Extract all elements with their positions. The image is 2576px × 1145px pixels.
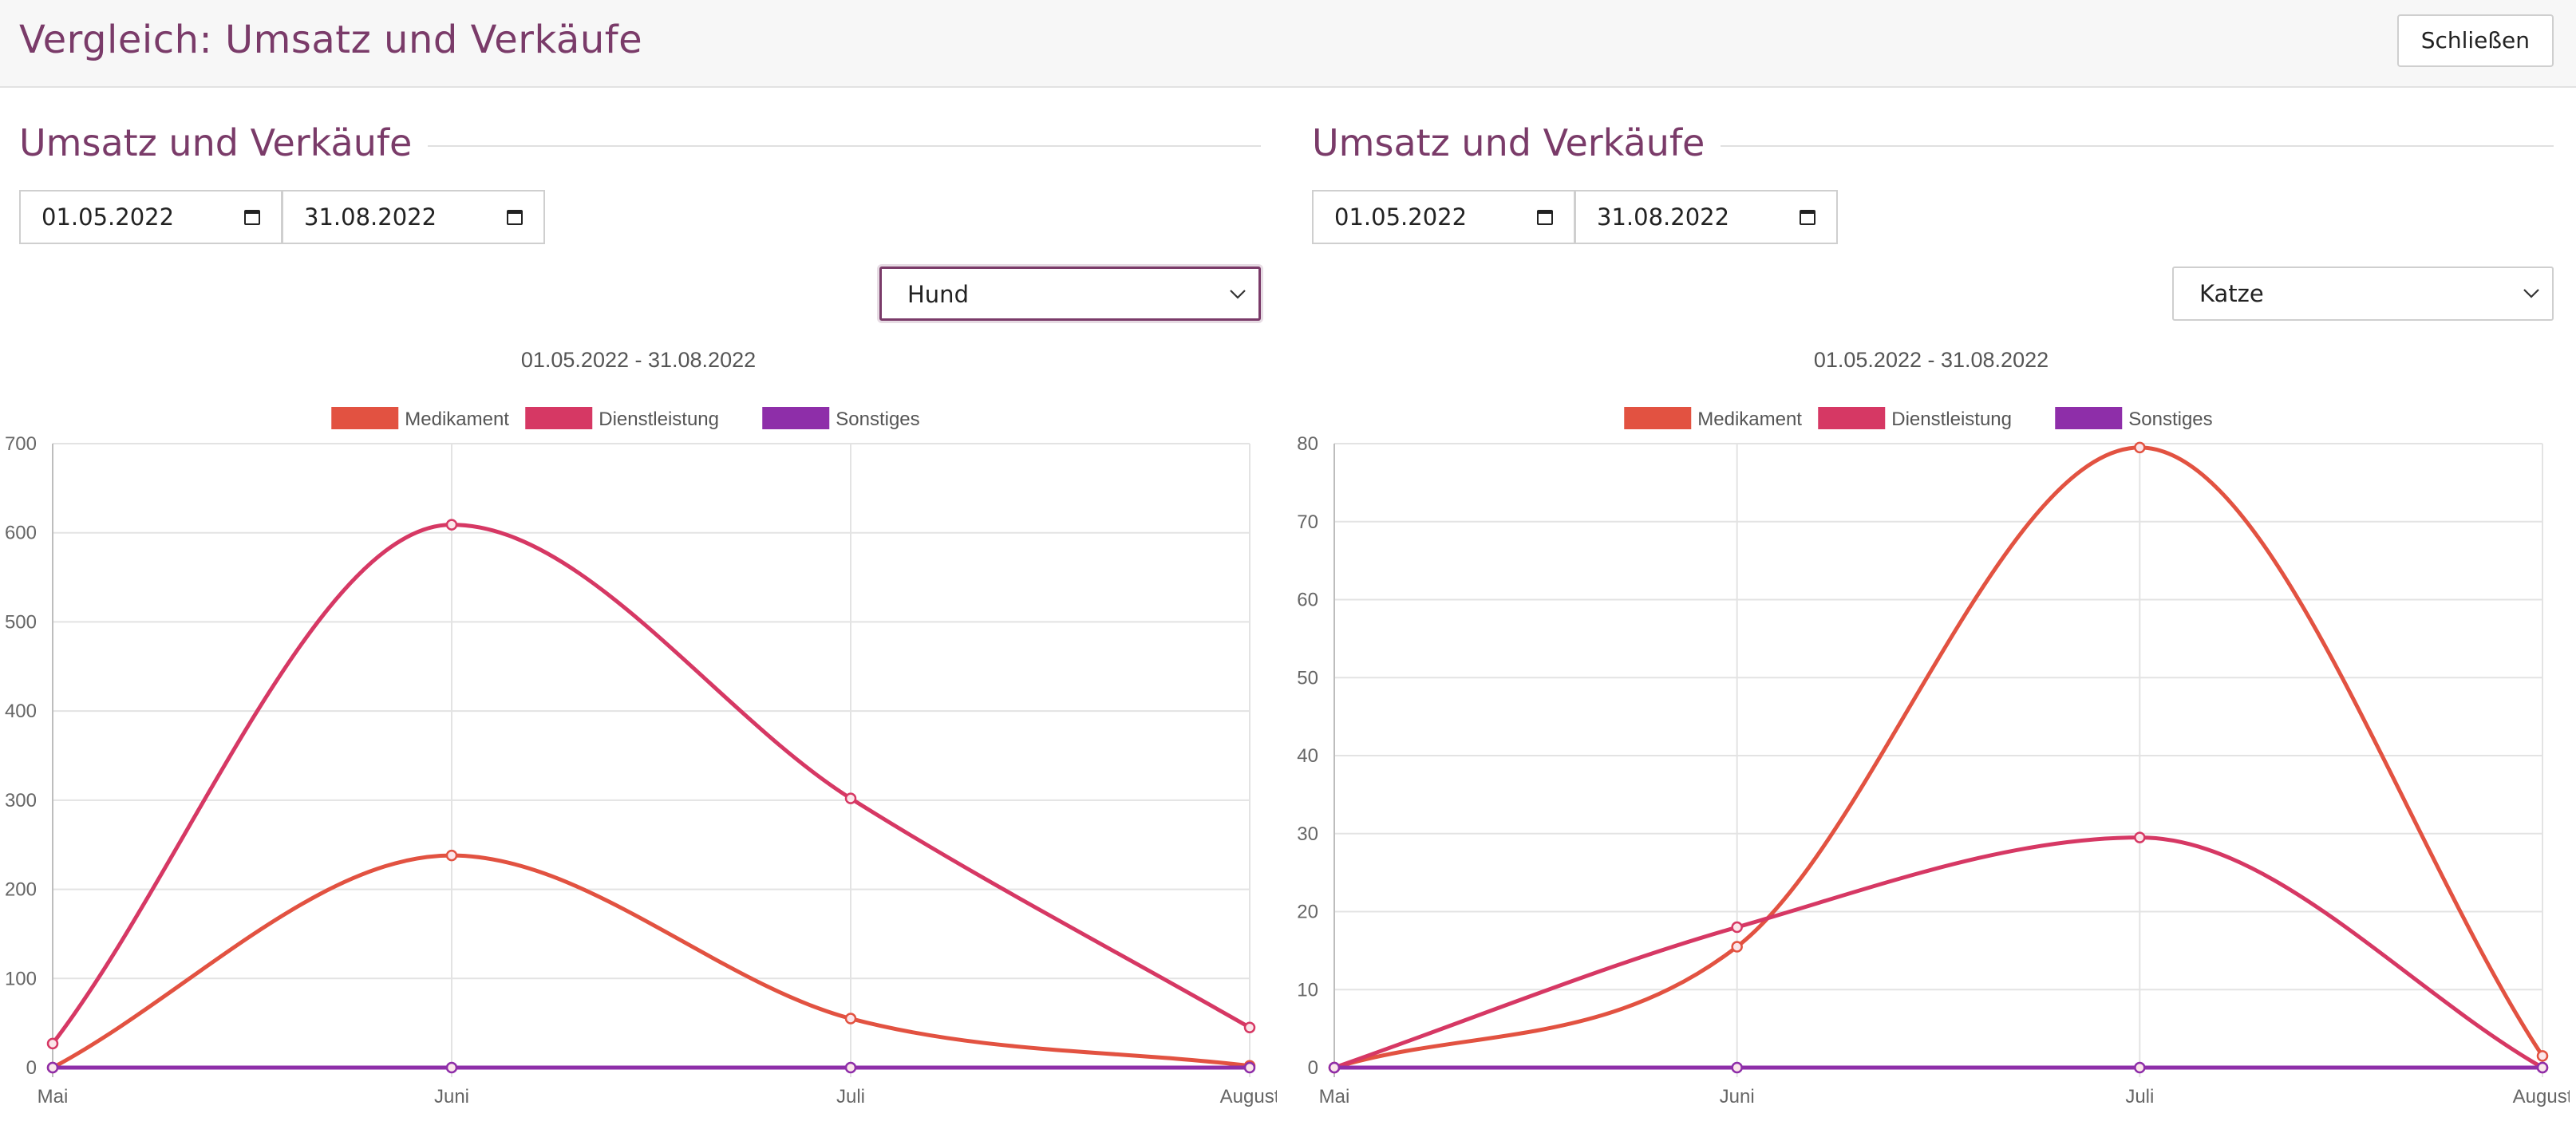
legend-label[interactable]: Medikament xyxy=(405,409,509,430)
y-tick-label: 600 xyxy=(5,523,37,544)
y-tick-label: 60 xyxy=(1297,590,1318,611)
legend-label[interactable]: Medikament xyxy=(1697,409,1802,430)
legend-label[interactable]: Dienstleistung xyxy=(1891,409,2012,430)
data-point[interactable] xyxy=(46,1037,59,1050)
data-point[interactable] xyxy=(445,1061,458,1074)
x-tick-label: Mai xyxy=(1319,1086,1350,1107)
y-tick-label: 30 xyxy=(1297,823,1318,845)
x-tick-label: Juli xyxy=(2125,1086,2154,1107)
line-chart: 01.05.2022 - 31.08.2022 Medikament Dienstl… xyxy=(1297,348,2572,1107)
legend-label[interactable]: Dienstleistung xyxy=(599,409,719,430)
data-point[interactable] xyxy=(1243,1021,1256,1033)
y-tick-label: 20 xyxy=(1297,902,1318,923)
close-button[interactable]: Schließen xyxy=(2396,14,2554,67)
comparison-panel-right: Umsatz und Verkäufe 01.05.2022 31.08.202… xyxy=(1293,86,2573,1141)
date-to-input[interactable]: 31.08.2022 xyxy=(1574,190,1838,244)
sales-chart-left: 01.05.2022 - 31.08.2022 Medikament Dienstl… xyxy=(0,86,1280,1141)
y-tick-label: 80 xyxy=(1297,433,1318,455)
data-point[interactable] xyxy=(2134,441,2146,454)
calendar-icon[interactable] xyxy=(1798,207,1817,227)
chevron-down-icon xyxy=(1230,290,1246,299)
chart-legend: Medikament Dienstleistung Sonstiges xyxy=(331,407,920,430)
species-select[interactable]: Hund xyxy=(879,267,1261,321)
date-to-input[interactable]: 31.08.2022 xyxy=(282,190,545,244)
x-tick-label: Juni xyxy=(434,1086,469,1107)
data-point[interactable] xyxy=(445,849,458,862)
y-tick-label: 500 xyxy=(5,611,37,633)
legend-swatch[interactable] xyxy=(331,407,399,429)
legend-swatch[interactable] xyxy=(1624,407,1692,429)
data-point[interactable] xyxy=(2536,1061,2549,1074)
y-tick-label: 50 xyxy=(1297,667,1318,689)
data-point[interactable] xyxy=(2536,1050,2549,1062)
species-select-value: Katze xyxy=(2199,280,2264,307)
data-point[interactable] xyxy=(1731,921,1743,934)
x-tick-label: August xyxy=(1220,1086,1277,1107)
y-tick-label: 0 xyxy=(1308,1057,1318,1079)
series-line-dienstleistung xyxy=(51,523,1251,1045)
legend-swatch[interactable] xyxy=(762,407,830,429)
date-from-input[interactable]: 01.05.2022 xyxy=(1312,190,1575,244)
section-title: Umsatz und Verkäufe xyxy=(19,121,429,164)
comparison-panel-left: Umsatz und Verkäufe 01.05.2022 31.08.202… xyxy=(0,86,1280,1141)
data-point[interactable] xyxy=(2134,1061,2146,1074)
legend-swatch[interactable] xyxy=(2055,407,2123,429)
y-tick-label: 400 xyxy=(5,701,37,722)
data-point[interactable] xyxy=(2134,831,2146,843)
x-tick-label: Mai xyxy=(38,1086,69,1107)
page-title: Vergleich: Umsatz und Verkäufe xyxy=(19,18,643,62)
data-point[interactable] xyxy=(445,519,458,531)
y-tick-label: 40 xyxy=(1297,745,1318,767)
sales-chart-right: 01.05.2022 - 31.08.2022 Medikament Dienstl… xyxy=(1293,86,2572,1141)
y-tick-label: 200 xyxy=(5,879,37,901)
x-tick-label: Juni xyxy=(1720,1086,1755,1107)
data-point[interactable] xyxy=(1328,1061,1341,1074)
series-line-medikament xyxy=(1333,445,2545,1070)
species-select[interactable]: Katze xyxy=(2172,267,2554,321)
data-point[interactable] xyxy=(1243,1061,1256,1074)
date-from-value: 01.05.2022 xyxy=(41,203,175,231)
data-point[interactable] xyxy=(844,1061,857,1074)
date-from-input[interactable]: 01.05.2022 xyxy=(19,190,282,244)
series-line-dienstleistung xyxy=(1333,835,2544,1070)
species-select-value: Hund xyxy=(907,281,969,308)
top-bar: Vergleich: Umsatz und Verkäufe Schließen xyxy=(0,0,2576,88)
data-point[interactable] xyxy=(1731,1061,1743,1074)
chevron-down-icon xyxy=(2523,289,2539,298)
legend-swatch[interactable] xyxy=(1818,407,1886,429)
section-divider xyxy=(19,145,1261,147)
chart-title: 01.05.2022 - 31.08.2022 xyxy=(1814,348,2049,372)
chart-title: 01.05.2022 - 31.08.2022 xyxy=(521,348,756,372)
calendar-icon[interactable] xyxy=(505,207,524,227)
y-tick-label: 700 xyxy=(5,433,37,455)
legend-swatch[interactable] xyxy=(525,407,593,429)
y-tick-label: 0 xyxy=(26,1057,37,1079)
section-title: Umsatz und Verkäufe xyxy=(1312,121,1721,164)
series-line-medikament xyxy=(51,853,1250,1070)
data-point[interactable] xyxy=(844,1013,857,1025)
date-to-value: 31.08.2022 xyxy=(304,203,437,231)
y-tick-label: 70 xyxy=(1297,511,1318,533)
data-point[interactable] xyxy=(844,792,857,804)
calendar-icon[interactable] xyxy=(1535,207,1555,227)
y-tick-label: 10 xyxy=(1297,979,1318,1001)
x-tick-label: August xyxy=(2513,1086,2570,1107)
y-tick-label: 300 xyxy=(5,790,37,811)
x-tick-label: Juli xyxy=(836,1086,865,1107)
data-point[interactable] xyxy=(46,1061,59,1074)
section-divider xyxy=(1312,145,2554,147)
data-point[interactable] xyxy=(1731,941,1743,953)
legend-label[interactable]: Sonstiges xyxy=(836,409,919,430)
y-tick-label: 100 xyxy=(5,968,37,989)
legend-label[interactable]: Sonstiges xyxy=(2128,409,2212,430)
chart-legend: Medikament Dienstleistung Sonstiges xyxy=(1624,407,2213,430)
date-from-value: 01.05.2022 xyxy=(1334,203,1468,231)
calendar-icon[interactable] xyxy=(243,207,262,227)
date-to-value: 31.08.2022 xyxy=(1597,203,1730,231)
line-chart: 01.05.2022 - 31.08.2022 Medikament Dienstl… xyxy=(5,348,1280,1107)
